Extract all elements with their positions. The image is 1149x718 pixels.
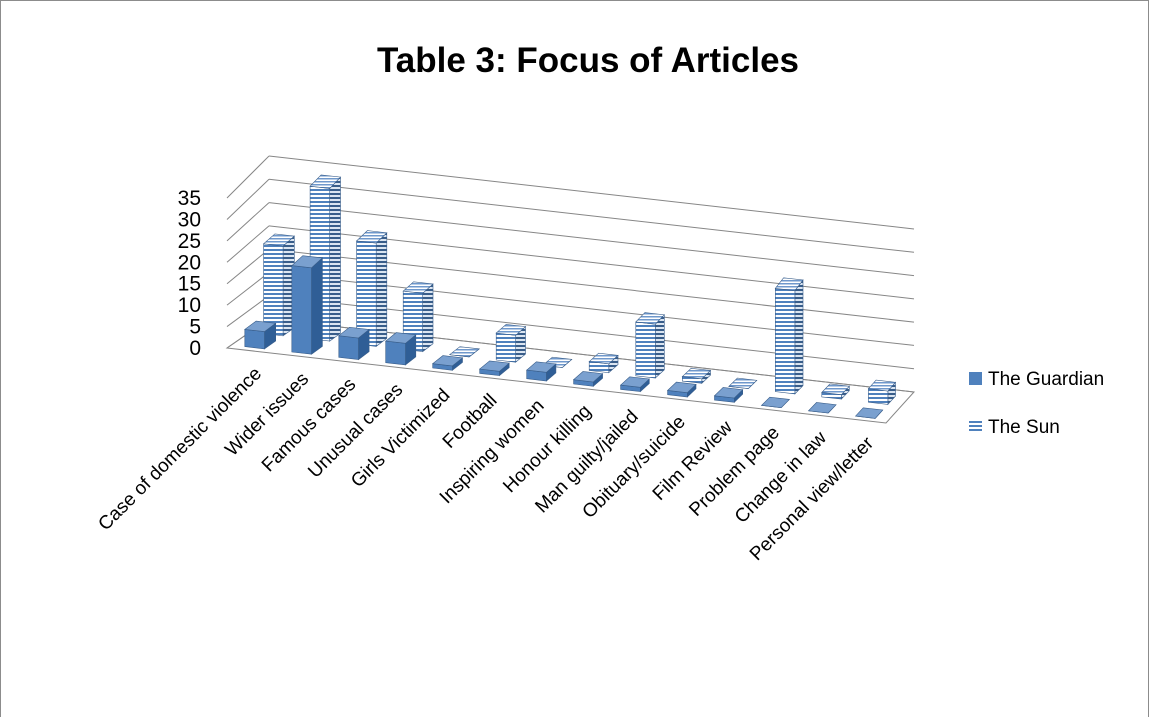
guardian-bar [338, 326, 370, 361]
y-tick-label: 10 [178, 294, 201, 317]
gridline [268, 202, 915, 277]
bar-top [588, 352, 619, 365]
sun-bar [867, 379, 897, 406]
y-tick-label: 25 [178, 230, 201, 253]
bar-top [572, 371, 604, 383]
chart-title: Table 3: Focus of Articles [377, 41, 799, 80]
bar-top [760, 396, 791, 409]
bar-top [478, 360, 510, 372]
bar-top [821, 383, 850, 396]
guardian-bar [384, 332, 417, 366]
sun-bar [728, 377, 758, 389]
guardian-bar [666, 381, 697, 398]
bar-top [309, 174, 342, 189]
bar-side [375, 232, 388, 348]
y-tick-label: 20 [178, 251, 201, 274]
bar-top [402, 281, 434, 294]
guardian-bar [807, 402, 837, 414]
legend-label: The Guardian [988, 369, 1104, 390]
x-tick-label: Change in law [731, 427, 831, 527]
y-tick-label: 35 [178, 187, 201, 210]
bar-top [867, 379, 897, 392]
bar-front [774, 288, 796, 395]
bar-top [355, 230, 388, 244]
legend-swatch [969, 420, 982, 433]
bar-side [654, 314, 665, 379]
guardian-bar [760, 396, 791, 409]
sun-bar [635, 312, 665, 379]
bar-front [291, 265, 312, 355]
bar-top [807, 402, 837, 414]
guardian-bar [244, 320, 277, 350]
guardian-bar [291, 255, 324, 355]
bar-top [338, 326, 370, 339]
gridline-side [226, 225, 270, 263]
sun-bar [262, 233, 296, 337]
bar-top [728, 377, 758, 389]
gridline-side [226, 202, 270, 242]
gridline-side [226, 295, 270, 327]
gridline-side [226, 272, 270, 306]
bar-front [385, 340, 406, 366]
bar-top [619, 376, 650, 388]
bar-side [794, 279, 804, 395]
bar-top [681, 367, 712, 380]
bar-front [244, 329, 265, 350]
sun-bar [495, 324, 527, 363]
bar-front [635, 321, 656, 379]
x-tick-label: Problem page [685, 422, 783, 520]
bar-top [525, 361, 557, 373]
bar-front [338, 335, 359, 360]
guardian-bar [478, 360, 510, 377]
guardian-bar [572, 371, 604, 387]
guardian-bar [854, 407, 884, 419]
y-tick-label: 0 [189, 337, 201, 360]
y-tick-label: 15 [178, 273, 201, 296]
guardian-bar [619, 376, 650, 393]
sun-bar [681, 367, 712, 384]
bar-top [291, 255, 324, 269]
gridline-side [226, 155, 270, 199]
y-tick-label: 5 [189, 316, 201, 339]
bar-top [666, 381, 697, 394]
guardian-bar [431, 355, 464, 371]
gridline [268, 155, 915, 230]
gridline-side [226, 178, 270, 220]
legend-label: The Sun [988, 417, 1060, 438]
sun-bar [821, 383, 850, 400]
sun-bar [588, 352, 619, 374]
bar-top [262, 233, 296, 247]
x-tick-label: Famous cases [258, 374, 360, 476]
legend: The Guardian The Sun [969, 369, 1104, 438]
x-tick-label: Unusual cases [304, 379, 407, 482]
bar-front [495, 332, 517, 363]
gridline-side [226, 248, 270, 285]
y-tick-label: 30 [178, 208, 201, 231]
bar-top [431, 355, 464, 367]
sun-bar [355, 230, 388, 348]
bar-front [868, 388, 889, 405]
bar-side [311, 257, 323, 355]
bar-top [244, 320, 277, 332]
legend-swatch [969, 372, 982, 385]
guardian-bar [525, 361, 557, 382]
gridline [268, 178, 915, 253]
sun-bar [774, 277, 804, 395]
bar-top [713, 387, 744, 399]
bar-top [774, 277, 804, 291]
bar-top [635, 312, 665, 325]
bar-top [495, 324, 527, 336]
bar-side [329, 176, 341, 342]
sun-bar [448, 346, 481, 358]
bar-top [384, 332, 417, 344]
bar-top [854, 407, 884, 419]
guardian-bar [713, 387, 744, 404]
bar-top [448, 346, 481, 358]
bar-side [422, 283, 434, 353]
